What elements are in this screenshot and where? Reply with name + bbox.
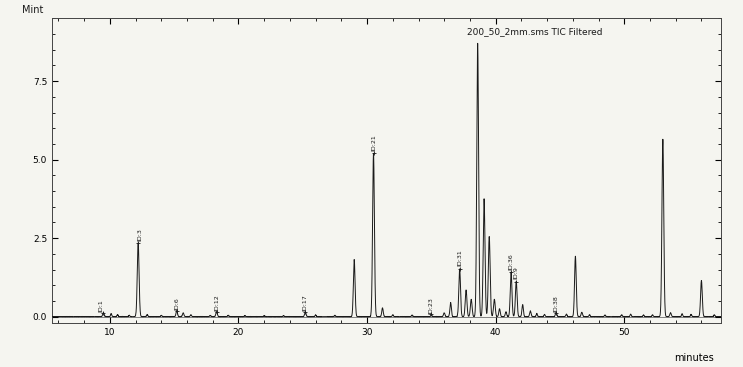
Text: ID:23: ID:23 [429, 297, 434, 313]
Text: Mint: Mint [22, 5, 43, 15]
Text: ID:9: ID:9 [513, 266, 519, 279]
X-axis label: minutes: minutes [674, 353, 714, 363]
Text: ID:21: ID:21 [371, 134, 376, 151]
Text: ID:1: ID:1 [98, 299, 103, 312]
Text: ID:12: ID:12 [214, 294, 219, 311]
Text: ID:31: ID:31 [457, 250, 462, 266]
Text: ID:17: ID:17 [303, 294, 308, 311]
Text: ID:36: ID:36 [509, 253, 513, 270]
Text: ID:6: ID:6 [175, 297, 179, 310]
Text: 200_50_2mm.sms TIC Filtered: 200_50_2mm.sms TIC Filtered [467, 28, 602, 36]
Text: ID:38: ID:38 [554, 295, 559, 312]
Text: ID:3: ID:3 [137, 228, 142, 241]
